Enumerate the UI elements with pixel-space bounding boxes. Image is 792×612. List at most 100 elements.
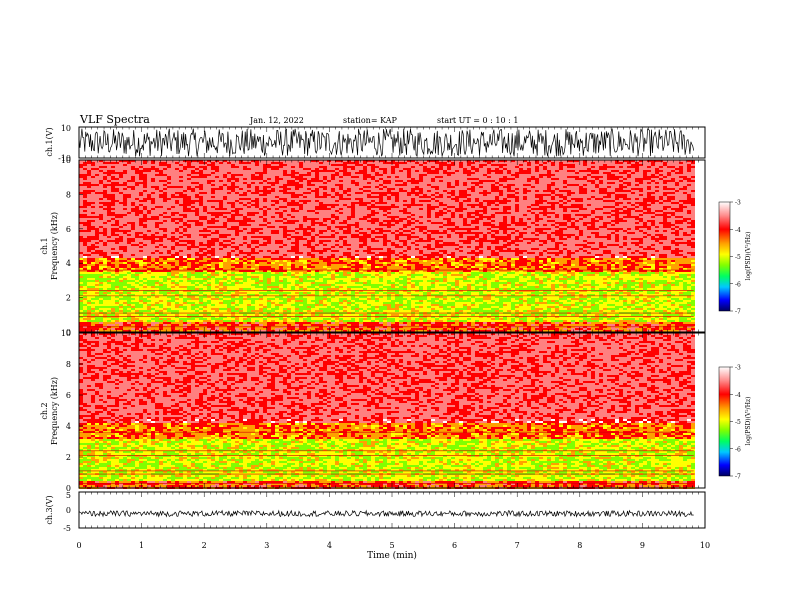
- ch1-spectrogram-cell: [115, 164, 119, 166]
- ch1-spectrogram-cell: [507, 164, 511, 166]
- ch1-spectrogram-cell: [279, 170, 283, 172]
- ch1-spectrogram-cell: [367, 172, 371, 174]
- ch1-spectrogram-cell: [419, 170, 423, 172]
- ch1-spectrogram-cell: [479, 170, 483, 172]
- ch1-spectrogram-cell: [491, 166, 495, 168]
- ch1-spectrogram-cell: [295, 168, 299, 170]
- ch1-spectrogram-cell: [207, 172, 211, 174]
- ch1-spectrogram-cell: [299, 166, 303, 168]
- ch1-spectrogram-cell: [435, 176, 439, 178]
- ch1-spectrogram-cell: [291, 174, 295, 176]
- ch1-spectrogram-cell: [483, 168, 487, 170]
- ch1-spectrogram-cell: [359, 164, 363, 166]
- ch1-spectrogram-cell: [547, 166, 551, 168]
- ch1-spectrogram-cell: [575, 166, 579, 168]
- ch1-spectrogram-cell: [487, 168, 491, 170]
- ch1-spectrogram-cell: [423, 170, 427, 172]
- ch1-spectrogram-cell: [591, 170, 595, 172]
- ch1-spectrogram-cell: [303, 170, 307, 172]
- ch1-spectrogram-cell: [255, 172, 259, 174]
- ch1-spectrogram-cell: [347, 166, 351, 168]
- ch1-spectrogram-cell: [95, 176, 99, 178]
- ch1-spectrogram-cell: [187, 176, 191, 178]
- ch1-spectrogram-cell: [331, 170, 335, 172]
- ch1-spectrogram-cell: [615, 166, 619, 168]
- ch1-spectrogram-cell: [611, 172, 615, 174]
- ch1-spectrogram-cell: [103, 172, 107, 174]
- ch1-spectrogram-cell: [91, 164, 95, 166]
- ch1-spectrogram-cell: [335, 174, 339, 176]
- ch1-spectrogram-cell: [323, 174, 327, 176]
- ch1-spectrogram-cell: [195, 172, 199, 174]
- ch1-spectrogram-cell: [367, 170, 371, 172]
- ch1-spectrogram-cell: [271, 170, 275, 172]
- ch1-spectrogram-cell: [463, 172, 467, 174]
- ch1-spectrogram-cell: [383, 166, 387, 168]
- ch1-spectrogram-cell: [275, 176, 279, 178]
- ch1-spectrogram-cell: [319, 164, 323, 166]
- ch1-spectrogram-cell: [135, 170, 139, 172]
- ch1-spectrogram-cell: [411, 162, 415, 164]
- ch1-spectrogram-cell: [355, 162, 359, 164]
- ch1-spectrogram-cell: [483, 172, 487, 174]
- ch1-spectrogram-cell: [303, 176, 307, 178]
- ch1-spectrogram-cell: [551, 170, 555, 172]
- ch1-spectrogram-cell: [387, 164, 391, 166]
- ch1-spectrogram-cell: [139, 174, 143, 176]
- ch1-spectrogram-cell: [211, 164, 215, 166]
- ch1-spectrogram-cell: [475, 174, 479, 176]
- ch1-spectrogram-cell: [239, 170, 243, 172]
- ch1-spectrogram-cell: [199, 170, 203, 172]
- ch1-spectrogram-cell: [335, 172, 339, 174]
- ch1-spectrogram-cell: [247, 168, 251, 170]
- ch1-spectrogram-cell: [643, 164, 647, 166]
- ch1-spectrogram-cell: [499, 164, 503, 166]
- ch1-spectrogram-cell: [319, 170, 323, 172]
- ch1-spectrogram-cell: [451, 174, 455, 176]
- ch1-spectrogram-cell: [239, 166, 243, 168]
- ch1-spectrogram-cell: [415, 176, 419, 178]
- ch1-spectrogram-cell: [255, 164, 259, 166]
- ch1-spectrogram-cell: [455, 174, 459, 176]
- ch1-spectrogram-cell: [463, 174, 467, 176]
- ch1-spectrogram-cell: [495, 174, 499, 176]
- ch1-spectrogram-cell: [199, 174, 203, 176]
- ch1-spectrogram-cell: [387, 166, 391, 168]
- ch1-spectrogram-cell: [287, 176, 291, 178]
- ch1-spectrogram-cell: [379, 170, 383, 172]
- ch1-spectrogram-cell: [395, 166, 399, 168]
- ch1-spectrogram-cell: [403, 166, 407, 168]
- ch1-spectrogram-cell: [155, 172, 159, 174]
- ch1-spectrogram-cell: [587, 172, 591, 174]
- ch1-spectrogram-cell: [295, 170, 299, 172]
- ch1-spectrogram-cell: [379, 166, 383, 168]
- ch1-spectrogram-cell: [151, 176, 155, 178]
- ch1-spectrogram-cell: [91, 172, 95, 174]
- ch1-spectrogram-cell: [83, 168, 87, 170]
- ch1-spectrogram-cell: [523, 168, 527, 170]
- ch1-spectrogram-cell: [523, 174, 527, 176]
- ch1-spectrogram-cell: [235, 170, 239, 172]
- ch1-spectrogram-cell: [279, 162, 283, 164]
- ch1-spectrogram-cell: [671, 172, 675, 174]
- ch1-spectrogram-cell: [183, 174, 187, 176]
- ch1-spectrogram-cell: [579, 170, 583, 172]
- ch1-spectrogram-cell: [207, 166, 211, 168]
- ch1-spectrogram-cell: [651, 168, 655, 170]
- ch1-spectrogram-cell: [447, 164, 451, 166]
- ch1-spectrogram-cell: [139, 168, 143, 170]
- ch1-spectrogram-cell: [487, 170, 491, 172]
- ch1-spectrogram-cell: [199, 162, 203, 164]
- ch1-spectrogram-cell: [567, 174, 571, 176]
- ch1-spectrogram-cell: [283, 166, 287, 168]
- ch1-spectrogram-cell: [167, 176, 171, 178]
- ch1-spectrogram-cell: [567, 176, 571, 178]
- ch1-spectrogram-cell: [435, 174, 439, 176]
- ch1-spectrogram-cell: [271, 172, 275, 174]
- ch1-spectrogram-cell: [539, 164, 543, 166]
- ch1-spectrogram-cell: [419, 166, 423, 168]
- ch1-spectrogram-cell: [295, 166, 299, 168]
- ch1-spectrogram-cell: [203, 164, 207, 166]
- ch1-spectrogram-cell: [247, 172, 251, 174]
- ch1-spectrogram-cell: [199, 168, 203, 170]
